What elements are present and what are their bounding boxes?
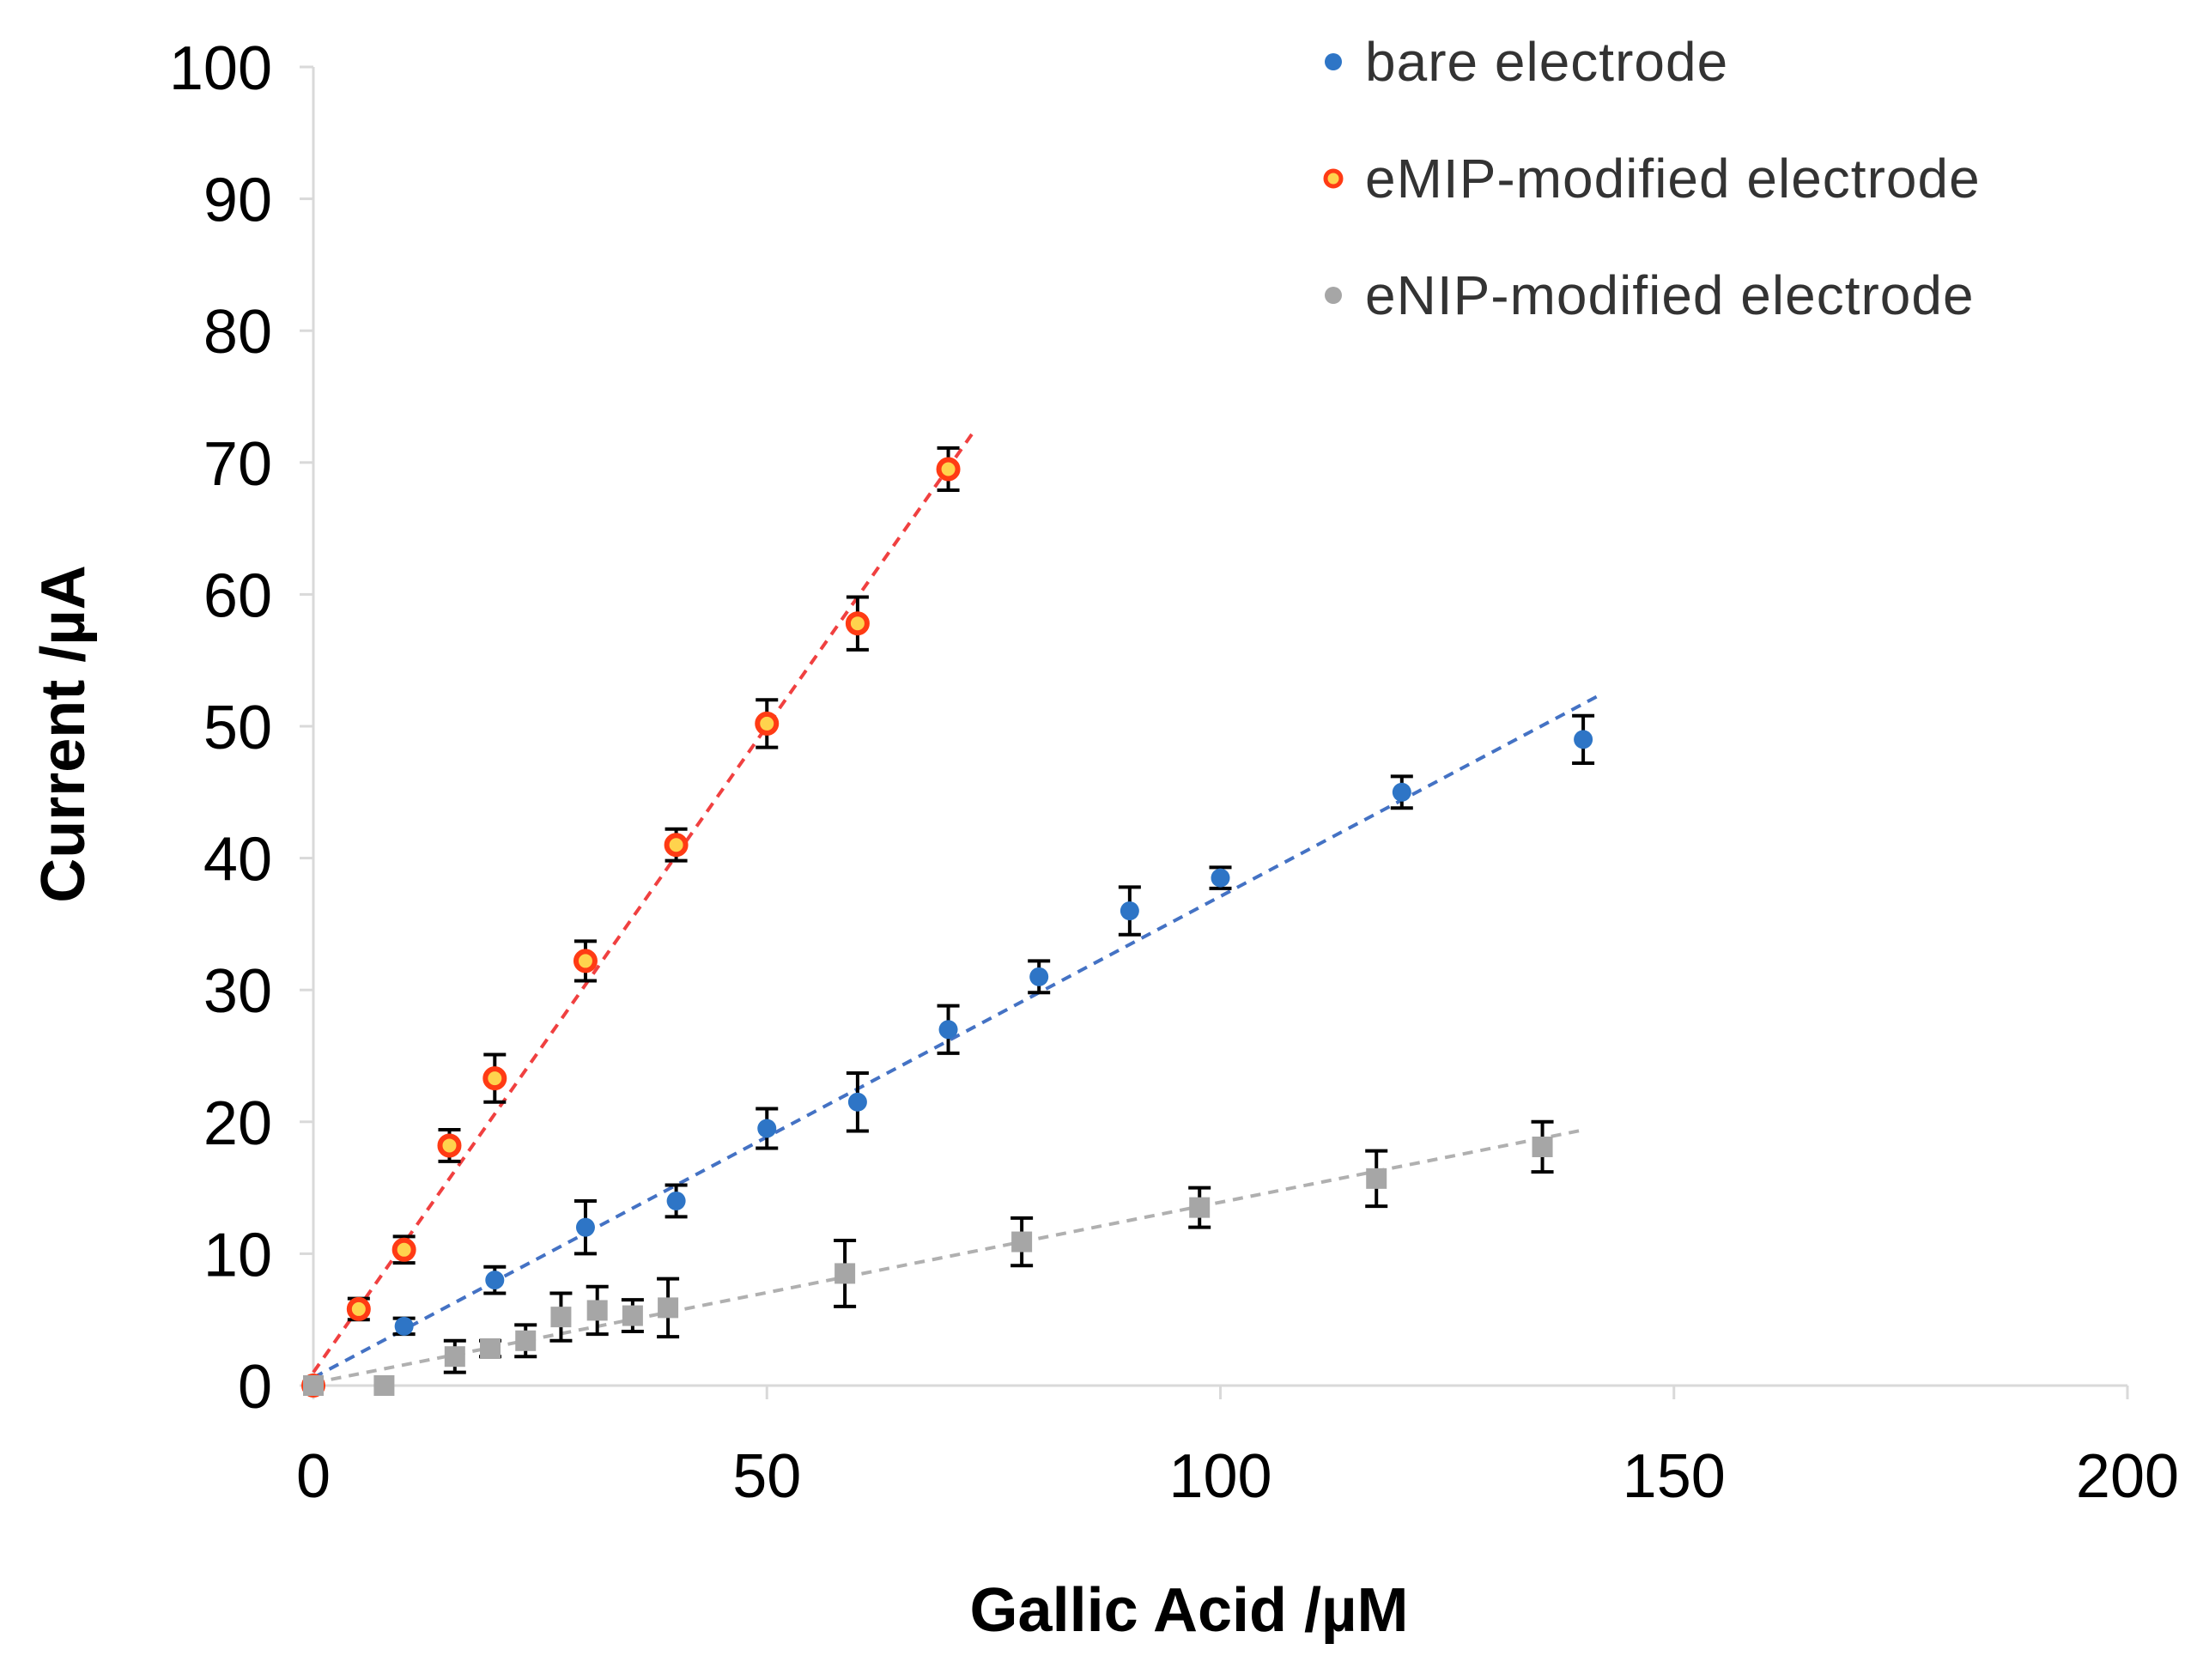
y-tick-label: 60 (203, 561, 272, 630)
data-point (394, 1316, 414, 1336)
y-tick-label: 40 (203, 826, 272, 895)
data-point (1211, 868, 1230, 888)
data-point (666, 1191, 686, 1210)
data-point (550, 1307, 572, 1328)
x-tick-label: 0 (296, 1442, 331, 1511)
x-tick-label: 100 (1168, 1442, 1271, 1511)
legend-label: eNIP-modified electrode (1365, 264, 1975, 326)
y-tick-label: 0 (238, 1353, 272, 1422)
legend-label: eMIP-modified electrode (1365, 148, 1981, 209)
data-point (845, 611, 870, 636)
tick-labels: 0 50 100 150 200 0 10 20 30 40 50 60 70 80 90 100 (169, 34, 2179, 1511)
data-point (936, 457, 961, 482)
data-point (658, 1297, 679, 1319)
data-point (1029, 967, 1049, 986)
data-point (1532, 1136, 1553, 1157)
x-tick-label: 150 (1623, 1442, 1726, 1511)
data-point (1120, 901, 1139, 921)
y-tick-label: 100 (169, 34, 272, 103)
x-tick-label: 200 (2076, 1442, 2179, 1511)
data-point (834, 1263, 856, 1284)
data-point (346, 1296, 371, 1321)
data-point (573, 949, 598, 973)
data-point (847, 1092, 867, 1112)
data-point (755, 711, 780, 736)
data-point (515, 1330, 537, 1351)
data-point (1189, 1197, 1211, 1218)
data-point (391, 1237, 416, 1262)
data-point (485, 1271, 505, 1290)
data-point (575, 1217, 595, 1237)
y-tick-label: 90 (203, 167, 272, 235)
data-point (757, 1119, 777, 1138)
legend-marker (1325, 53, 1342, 70)
legend-label: bare electrode (1365, 31, 1728, 93)
data-point (1011, 1231, 1033, 1252)
x-axis-title: Gallic Acid /µM (970, 1576, 1409, 1645)
legend-marker (1323, 168, 1344, 189)
data-point (938, 1020, 958, 1040)
y-tick-label: 80 (203, 298, 272, 367)
data-point (1574, 730, 1593, 749)
data-point (482, 1066, 507, 1091)
legend: bare electrode eMIP-modified electrode eNI… (1323, 31, 1981, 326)
trendline (313, 692, 1603, 1380)
y-axis-title: Current /µA (29, 565, 98, 903)
error-bars (347, 446, 1595, 1374)
axes (300, 65, 2129, 1399)
data-point (622, 1305, 643, 1326)
data-point (1392, 782, 1411, 802)
data-point (664, 833, 689, 858)
data-point (1366, 1168, 1387, 1189)
legend-marker (1325, 287, 1342, 304)
data-point (303, 1375, 324, 1396)
y-tick-label: 30 (203, 957, 272, 1026)
data-point (586, 1300, 608, 1321)
trendlines (312, 428, 1603, 1385)
trendline (313, 1128, 1584, 1385)
data-point (444, 1346, 465, 1368)
y-tick-label: 50 (203, 694, 272, 762)
data-point (480, 1337, 501, 1359)
x-tick-label: 50 (732, 1442, 801, 1511)
data-points (301, 457, 1593, 1398)
data-point (373, 1375, 395, 1396)
data-point (437, 1133, 462, 1158)
trendline (312, 428, 977, 1374)
y-tick-label: 70 (203, 430, 272, 499)
y-tick-label: 20 (203, 1089, 272, 1158)
y-tick-label: 10 (203, 1221, 272, 1289)
